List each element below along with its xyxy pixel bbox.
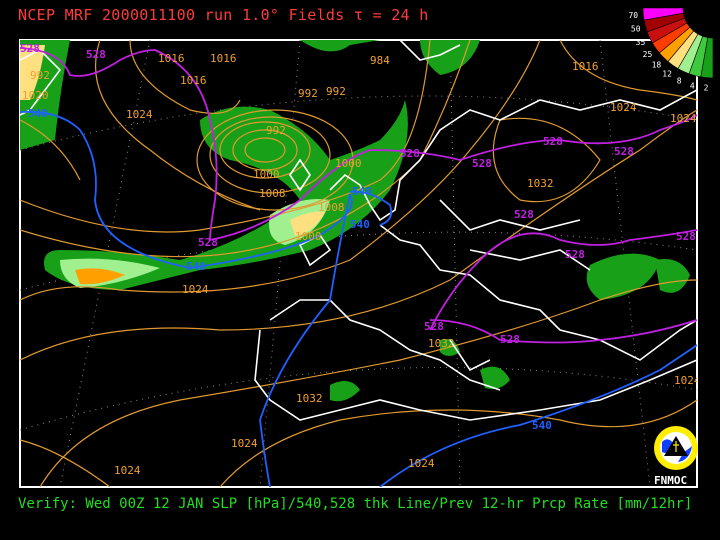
thickness-label-528: 528 [424,320,444,333]
thickness-label-528: 528 [472,157,492,170]
thickness-labels: 528 528 540 528 540 540 528 528 528 528 … [20,42,696,432]
isobar-label: 1016 [572,60,599,73]
thickness-label-528: 528 [400,147,420,160]
legend-level-label: 70 [628,11,638,20]
isobar-label: 992 [266,124,286,137]
legend-level-label: 8 [677,77,682,86]
thickness-label-528: 528 [543,135,563,148]
legend-level-label: 2 [704,84,709,93]
thickness-label-528: 528 [514,208,534,221]
isobar-label: 1000 [335,157,362,170]
map-title: NCEP MRF 2000011100 run 1.0° Fields τ = … [18,6,429,24]
thickness-label-528: 528 [20,42,40,55]
legend-swatch [700,37,714,79]
thickness-lines [20,47,697,487]
isobar-labels: 992 1016 1016 1024 1016 984 992 992 992 … [22,52,701,477]
thickness-label-540: 540 [350,218,370,231]
legend-level-label: 50 [631,25,641,34]
legend-level-label: 18 [652,61,662,70]
isobar-label: 1024 [126,108,153,121]
isobar-label: 992 [30,69,50,82]
thickness-label-528: 528 [198,236,218,249]
isobar-label: 984 [370,54,390,67]
isobar-label: 1008 [259,187,286,200]
isobar-label: 1024 [114,464,141,477]
legend-level-label: 4 [690,81,695,90]
thickness-label-540: 540 [186,260,206,273]
isobar-label: 1024 [231,437,258,450]
isobar-label: 1016 [210,52,237,65]
thickness-label-540: 540 [352,185,372,198]
isobar-label: 1024 [674,374,701,387]
isobar-label: 1016 [158,52,185,65]
isobar-label: 1016 [180,74,207,87]
isobar-label: 1000 [253,168,280,181]
logo-text: FNMOC [654,474,687,487]
coastlines [20,40,697,421]
fnmoc-logo: FNMOC [654,426,698,487]
legend-level-label: 12 [662,70,672,79]
isobar-label: 1000 [295,230,322,243]
thickness-label-540: 540 [532,419,552,432]
thickness-label-540: 540 [28,107,48,120]
isobar-label: 1008 [318,201,345,214]
isobar-label: 992 [298,87,318,100]
isobars [20,40,697,487]
thickness-label-528: 528 [500,333,520,346]
thickness-label-528: 528 [614,145,634,158]
isobar-label: 1024 [610,101,637,114]
isobar-label: 1024 [408,457,435,470]
isobar-label: 1032 [527,177,554,190]
isobar-label: 1024 [670,112,697,125]
graticule [20,40,697,487]
thickness-label-528: 528 [676,230,696,243]
isobar-label: 1032 [428,337,455,350]
thickness-label-528: 528 [565,248,585,261]
isobar-label: 1024 [182,283,209,296]
map-caption: Verify: Wed 00Z 12 JAN SLP [hPa]/540,528… [18,496,693,512]
legend-level-label: 35 [636,38,646,47]
isobar-label: 992 [326,85,346,98]
isobar-label: 1032 [296,392,323,405]
isobar-label: 1020 [22,89,49,102]
legend-level-label: 25 [643,50,653,59]
thickness-label-528: 528 [86,48,106,61]
